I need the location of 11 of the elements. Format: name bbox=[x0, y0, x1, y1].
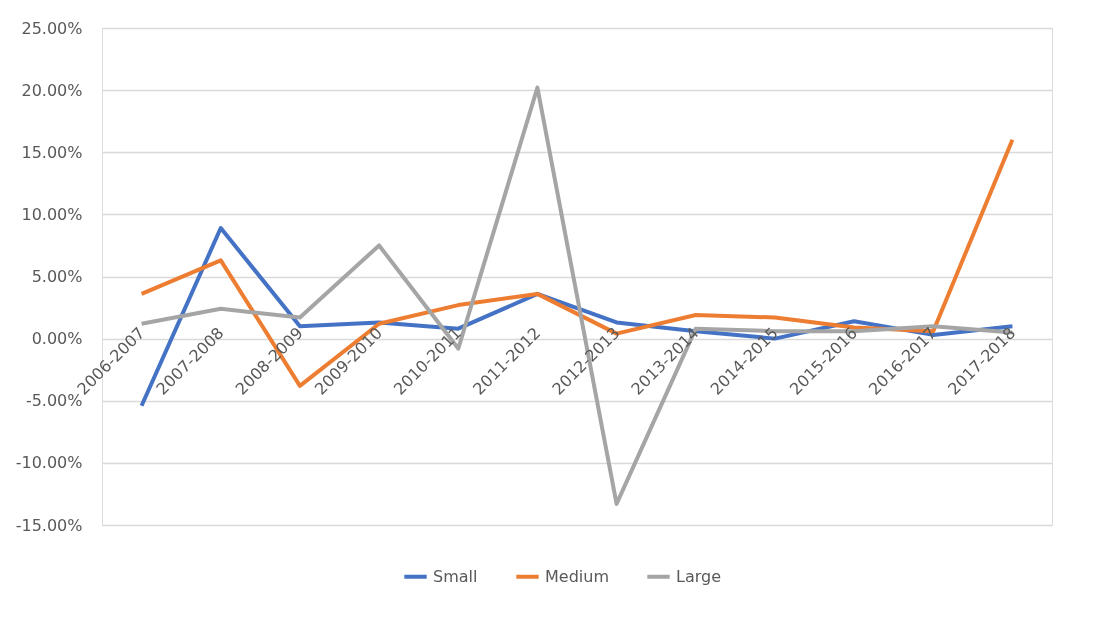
legend-label: Small bbox=[433, 566, 478, 586]
y-tick-label: 25.00% bbox=[21, 18, 83, 38]
legend-label: Large bbox=[676, 566, 722, 586]
y-tick-label: -10.00% bbox=[15, 453, 83, 473]
legend-label: Medium bbox=[545, 566, 609, 586]
y-tick-label: -15.00% bbox=[15, 515, 83, 535]
y-tick-label: 15.00% bbox=[21, 142, 83, 162]
y-tick-label: 20.00% bbox=[21, 80, 83, 100]
y-tick-label: 5.00% bbox=[31, 267, 83, 286]
y-tick-label: -5.00% bbox=[25, 391, 83, 411]
y-tick-label: 10.00% bbox=[21, 204, 83, 224]
